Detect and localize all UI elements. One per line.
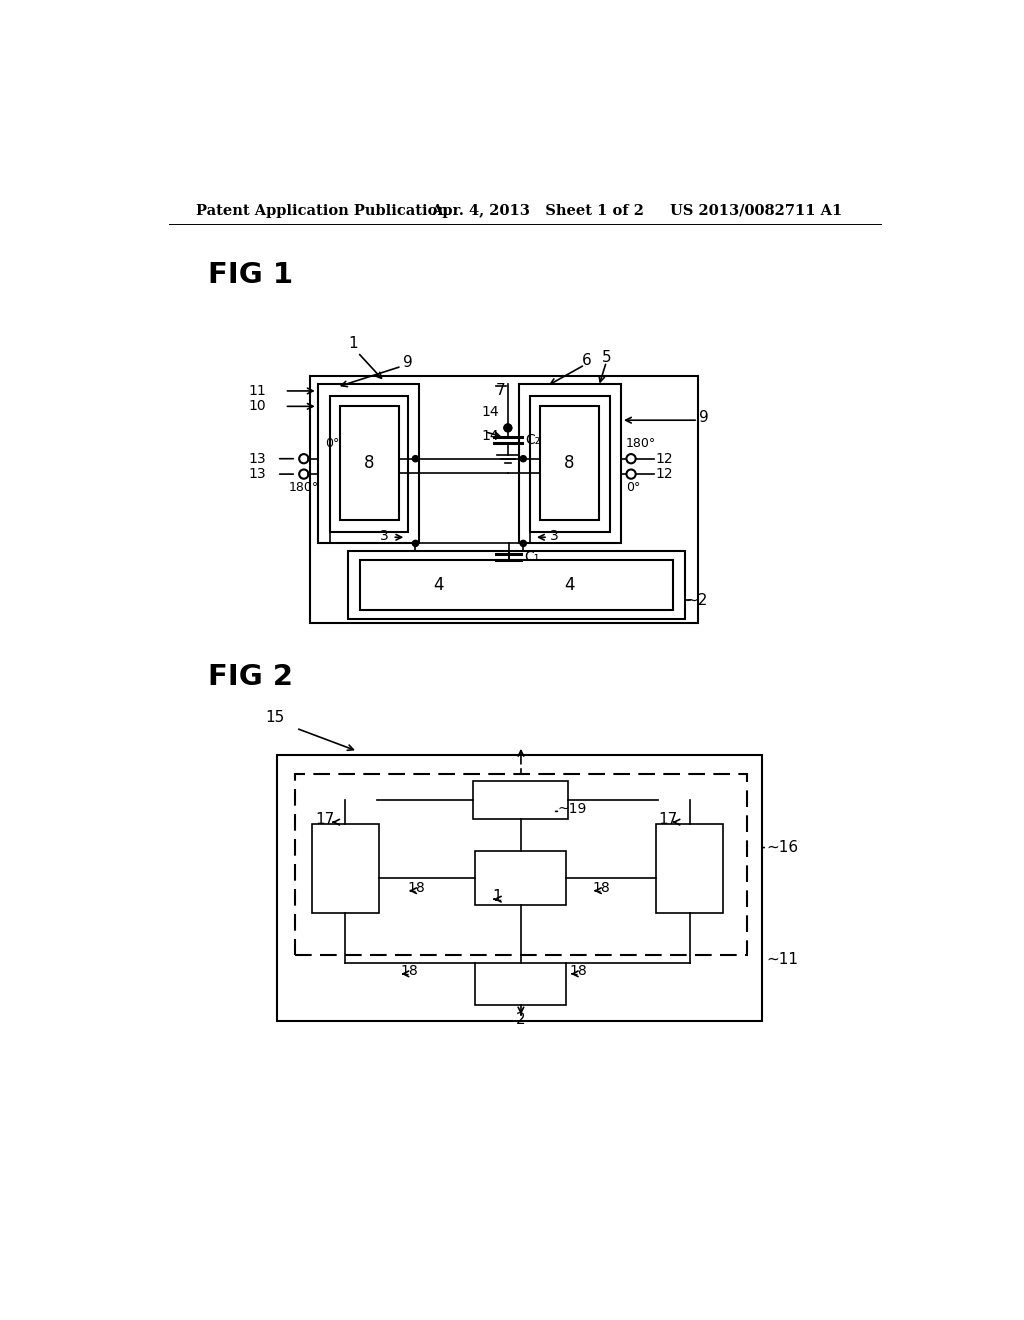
Text: 4: 4 — [564, 576, 574, 594]
Text: 1: 1 — [348, 335, 358, 351]
Text: 14: 14 — [481, 405, 499, 420]
Text: 18: 18 — [400, 964, 418, 978]
Bar — [310, 376, 698, 623]
Bar — [348, 552, 685, 619]
Bar — [656, 825, 724, 913]
Text: 10: 10 — [249, 400, 266, 413]
Text: 2: 2 — [516, 1011, 525, 1027]
Text: 12: 12 — [655, 451, 674, 466]
Text: 9: 9 — [402, 355, 413, 370]
Text: 12: 12 — [655, 467, 674, 480]
Text: 180°: 180° — [289, 482, 318, 495]
Text: 18: 18 — [593, 880, 610, 895]
Text: 15: 15 — [265, 710, 285, 725]
Circle shape — [504, 424, 512, 432]
Bar — [330, 396, 408, 532]
Text: 17: 17 — [658, 812, 678, 826]
Bar — [295, 775, 746, 956]
Text: 5: 5 — [602, 350, 611, 364]
Text: ~19: ~19 — [558, 803, 588, 816]
Text: 8: 8 — [364, 454, 375, 473]
Text: Apr. 4, 2013   Sheet 1 of 2: Apr. 4, 2013 Sheet 1 of 2 — [431, 203, 644, 218]
Text: 3: 3 — [550, 529, 558, 543]
Bar — [475, 851, 566, 906]
Bar — [311, 825, 379, 913]
Bar — [541, 407, 599, 520]
Text: 18: 18 — [408, 880, 426, 895]
Text: C₁: C₁ — [524, 550, 540, 564]
Text: 14: 14 — [481, 429, 499, 442]
Circle shape — [520, 455, 526, 462]
Text: US 2013/0082711 A1: US 2013/0082711 A1 — [670, 203, 842, 218]
Text: 0°: 0° — [626, 482, 640, 495]
Bar — [519, 384, 621, 544]
Text: Patent Application Publication: Patent Application Publication — [196, 203, 449, 218]
Circle shape — [504, 424, 512, 432]
Text: ~16: ~16 — [767, 840, 799, 855]
Bar — [360, 560, 674, 610]
Text: 13: 13 — [249, 467, 266, 480]
Text: 7: 7 — [496, 383, 506, 399]
Text: 17: 17 — [315, 812, 335, 826]
Bar — [340, 407, 398, 520]
Text: 3: 3 — [380, 529, 389, 543]
Text: 6: 6 — [583, 352, 592, 368]
Circle shape — [413, 540, 419, 546]
Bar — [317, 384, 419, 544]
Circle shape — [520, 540, 526, 546]
Text: 8: 8 — [564, 454, 574, 473]
Text: 11: 11 — [249, 384, 266, 397]
Text: 4: 4 — [433, 576, 443, 594]
Text: 180°: 180° — [626, 437, 656, 450]
Circle shape — [413, 455, 419, 462]
Text: 0°: 0° — [326, 437, 340, 450]
Bar — [530, 396, 609, 532]
Bar — [475, 964, 566, 1006]
Bar — [276, 755, 762, 1020]
Text: FIG 2: FIG 2 — [208, 664, 293, 692]
Bar — [473, 780, 568, 818]
Text: FIG 1: FIG 1 — [208, 261, 293, 289]
Text: C₂: C₂ — [524, 433, 540, 447]
Text: 9: 9 — [698, 409, 709, 425]
Text: ~2: ~2 — [685, 593, 708, 609]
Text: 18: 18 — [569, 964, 587, 978]
Text: 13: 13 — [249, 451, 266, 466]
Text: 1: 1 — [493, 888, 502, 904]
Text: ~11: ~11 — [767, 952, 799, 966]
